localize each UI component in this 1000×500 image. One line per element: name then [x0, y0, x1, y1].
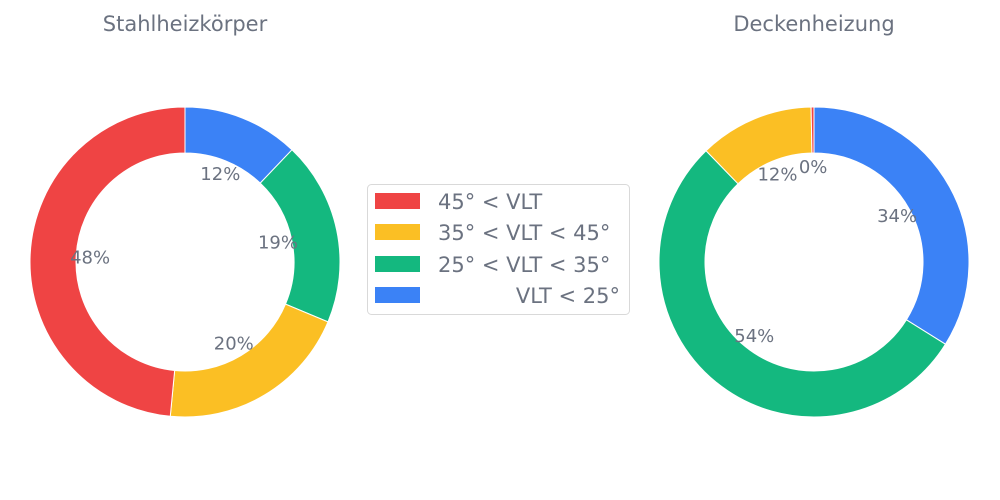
legend-swatch-2 [375, 256, 420, 272]
legend-swatch-0 [375, 193, 420, 209]
slice-label: 20% [214, 334, 254, 355]
slice-label: 0% [799, 157, 828, 178]
donut-slice [810, 106, 815, 154]
legend: 45° < VLT 35° < VLT < 45° 25° < VLT < 35… [367, 184, 630, 315]
donut-slice [169, 303, 329, 418]
donut-slice [813, 106, 970, 345]
slice-label: 34% [877, 206, 917, 227]
slice-label: 19% [258, 233, 298, 254]
legend-swatch-1 [375, 224, 420, 240]
donut-right: 34% 54% 12% 0% [658, 106, 970, 418]
donut-left: 12% 19% 20% 48% [29, 106, 341, 418]
slice-label: 12% [757, 164, 797, 185]
legend-swatch-3 [375, 287, 420, 303]
slice-label: 12% [200, 164, 240, 185]
chart-title-left: Stahlheizkörper [103, 12, 268, 36]
legend-label-2: 25° < VLT < 35° [438, 253, 610, 277]
chart-title-right: Deckenheizung [733, 12, 894, 36]
slice-label: 54% [734, 326, 774, 347]
donut-slice [29, 106, 186, 417]
slice-label: 48% [70, 247, 110, 268]
legend-label-3: VLT < 25° [516, 284, 620, 308]
legend-label-1: 35° < VLT < 45° [438, 221, 610, 245]
donut-slice [658, 150, 947, 418]
legend-label-0: 45° < VLT [438, 190, 542, 214]
